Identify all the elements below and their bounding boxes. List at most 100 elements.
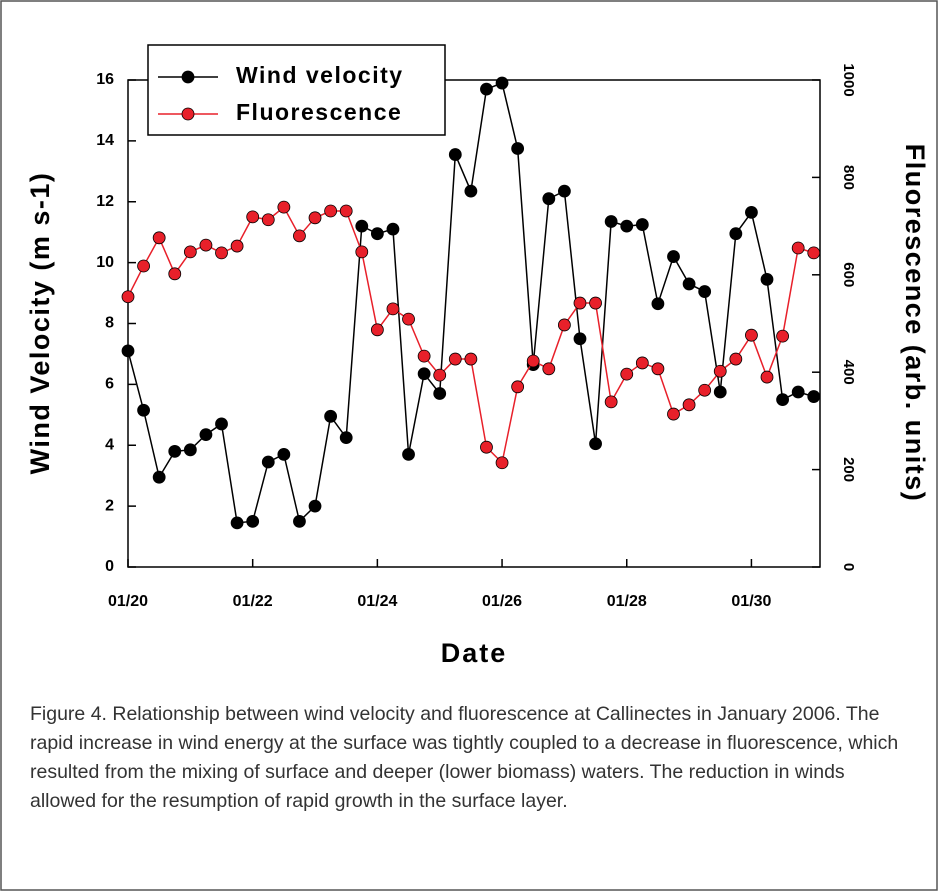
x-tick-label: 01/20 (108, 593, 148, 610)
y2-tick-label: 800 (840, 165, 857, 190)
data-point (807, 390, 821, 403)
legend-label: Fluorescence (236, 99, 402, 125)
y-tick-label: 16 (96, 71, 114, 88)
plot: 0 2 4 6 8 10 12 14 16 0 200 400 600 800 1000 01/20 01/22… (96, 63, 857, 610)
data-point (698, 285, 712, 298)
data-point (526, 354, 540, 368)
data-point (760, 370, 774, 384)
y-tick-label: 6 (105, 376, 114, 393)
data-point (168, 267, 182, 281)
data-point (589, 296, 602, 310)
legend: Wind velocity Fluorescence (147, 44, 446, 136)
data-point (277, 447, 291, 461)
data-point (745, 328, 758, 342)
y2-tick-label: 200 (840, 457, 857, 482)
data-point (137, 403, 150, 417)
y-tick-label: 12 (96, 193, 114, 210)
data-point (511, 380, 525, 394)
x-tick-label: 01/24 (357, 593, 397, 610)
data-point (464, 184, 478, 198)
data-point (386, 222, 400, 236)
data-point (729, 352, 743, 366)
data-point (557, 318, 571, 332)
data-point (230, 516, 244, 530)
data-point (464, 352, 478, 366)
y2-tick-label: 1000 (840, 63, 857, 96)
data-point (745, 206, 758, 219)
data-point (183, 443, 197, 457)
x-tick-label: 01/30 (731, 593, 771, 610)
x-tick-label: 01/26 (482, 593, 522, 610)
data-point (370, 227, 384, 241)
data-point (246, 210, 260, 224)
data-point (682, 398, 696, 412)
y-tick-label: 8 (105, 315, 114, 332)
data-point (370, 323, 384, 337)
data-point (417, 367, 431, 381)
data-point (573, 296, 587, 310)
y2-axis-title: Fluorescence (arb. units) (900, 144, 930, 503)
data-point (261, 455, 275, 469)
data-point (261, 213, 275, 227)
data-point (495, 456, 509, 470)
data-point (433, 368, 447, 382)
caption: Figure 4. Relationship between wind velo… (30, 703, 899, 812)
y-tick-label: 10 (96, 254, 114, 271)
data-point (604, 395, 618, 409)
data-point (215, 246, 228, 260)
data-point (635, 218, 649, 231)
y2-tick-label: 600 (840, 262, 857, 287)
data-point (308, 211, 322, 225)
data-point (402, 312, 415, 326)
legend-marker (181, 70, 195, 84)
data-point (121, 290, 135, 304)
data-point (667, 407, 680, 421)
data-point (557, 184, 571, 198)
series-line (127, 82, 814, 524)
data-point (215, 417, 228, 431)
data-point (293, 229, 306, 243)
data-point (324, 409, 338, 423)
data-point (199, 428, 213, 441)
data-point (495, 76, 509, 90)
data-point (324, 204, 338, 218)
data-point (620, 367, 634, 381)
legend-marker (181, 107, 195, 121)
data-point (651, 362, 665, 376)
data-point (448, 352, 462, 366)
data-point (620, 219, 634, 233)
data-point (417, 349, 431, 363)
data-point (152, 470, 166, 484)
data-point (589, 437, 602, 451)
data-point (199, 238, 213, 252)
data-point (433, 387, 447, 400)
data-point (308, 499, 322, 513)
data-point (355, 219, 369, 233)
legend-label: Wind velocity (236, 62, 404, 88)
y-tick-label: 4 (105, 436, 114, 453)
data-point (698, 383, 712, 397)
y-tick-label: 0 (105, 558, 114, 575)
data-point (573, 332, 587, 346)
data-point (183, 245, 197, 259)
data-point (402, 447, 415, 461)
data-point (152, 231, 166, 245)
x-tick-label: 01/28 (607, 593, 647, 610)
x-tick-label: 01/22 (233, 593, 273, 610)
data-point (121, 344, 135, 358)
data-point (339, 204, 353, 218)
y-axis-title: Wind Velocity (m s-1) (25, 172, 55, 475)
data-point (293, 514, 306, 528)
data-point (791, 241, 805, 255)
data-point (480, 440, 493, 454)
data-point (542, 192, 556, 206)
data-point (713, 364, 727, 378)
y-tick-label: 2 (105, 497, 114, 514)
x-axis-title: Date (441, 638, 508, 668)
data-point (480, 82, 493, 96)
data-point (137, 259, 150, 273)
data-point (729, 227, 743, 241)
